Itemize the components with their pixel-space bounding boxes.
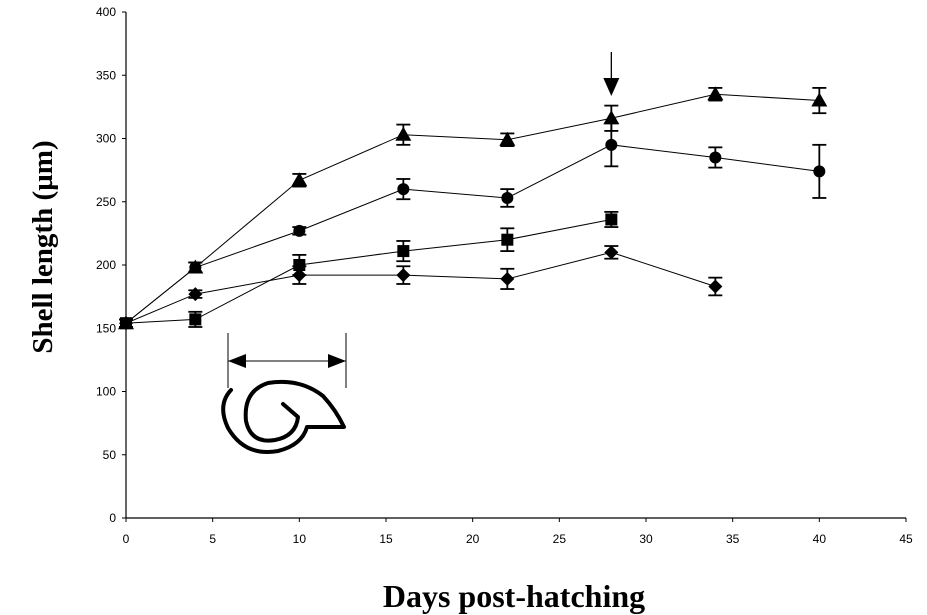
shell-length-diagram <box>221 333 347 454</box>
y-tick-label: 100 <box>96 385 116 399</box>
y-tick-label: 50 <box>103 448 117 462</box>
triangle-series-line <box>125 93 820 324</box>
x-tick-label: 0 <box>123 532 130 546</box>
x-tick-label: 25 <box>553 532 567 546</box>
circle-marker <box>293 224 306 237</box>
x-tick-label: 5 <box>209 532 216 546</box>
y-tick-label: 250 <box>96 195 116 209</box>
square-marker <box>501 233 514 246</box>
x-tick-label: 40 <box>813 532 827 546</box>
diamond-marker <box>604 245 619 260</box>
axes <box>125 12 906 519</box>
diamond-marker <box>396 268 411 283</box>
x-tick-label: 15 <box>379 532 393 546</box>
down-arrow-annotation <box>603 52 620 96</box>
y-tick-label: 300 <box>96 132 116 146</box>
triangle-marker <box>291 172 308 187</box>
square-marker <box>605 213 618 226</box>
shell-icon <box>221 379 346 454</box>
y-tick-label: 350 <box>96 68 116 82</box>
x-tick-label: 10 <box>293 532 307 546</box>
square-series-line <box>125 218 612 324</box>
circle-marker <box>189 261 202 274</box>
circle-marker <box>397 183 410 196</box>
square-marker <box>293 259 306 271</box>
data-markers <box>118 86 828 331</box>
diamond-marker <box>708 279 723 294</box>
y-tick-label: 150 <box>96 321 116 335</box>
triangle-marker <box>707 86 724 101</box>
square-marker <box>397 245 410 258</box>
square-marker <box>189 313 202 326</box>
circle-marker <box>605 138 618 151</box>
x-tick-label: 20 <box>466 532 480 546</box>
y-tick-label: 200 <box>96 258 116 272</box>
triangle-marker <box>395 126 412 141</box>
triangle-marker <box>811 92 828 107</box>
x-axis-title: Days post-hatching <box>383 578 645 614</box>
error-bars <box>119 87 827 328</box>
circle-marker <box>709 151 722 164</box>
x-tick-label: 35 <box>726 532 740 546</box>
circle-series-line <box>125 144 820 324</box>
y-ticks: 0 50 100 150 200 250 300 350 400 <box>96 5 126 525</box>
diamond-marker <box>188 287 203 302</box>
circle-marker <box>501 191 514 204</box>
diamond-marker <box>292 268 307 283</box>
dimension-right-arrowhead <box>328 354 346 368</box>
y-axis-title: Shell length (µm) <box>27 140 59 353</box>
circle-marker <box>813 165 826 178</box>
y-tick-label: 0 <box>109 511 116 525</box>
diamond-marker <box>119 316 133 331</box>
y-tick-label: 400 <box>96 5 116 19</box>
x-tick-label: 45 <box>899 532 913 546</box>
x-tick-label: 30 <box>639 532 653 546</box>
triangle-marker <box>603 110 620 125</box>
diamond-series-line <box>125 251 716 324</box>
dimension-left-arrowhead <box>228 354 246 368</box>
x-ticks: 0 5 10 15 20 25 30 35 40 45 <box>123 518 913 546</box>
arrow-head <box>603 78 620 96</box>
diamond-marker <box>500 271 515 286</box>
triangle-marker <box>499 131 516 146</box>
